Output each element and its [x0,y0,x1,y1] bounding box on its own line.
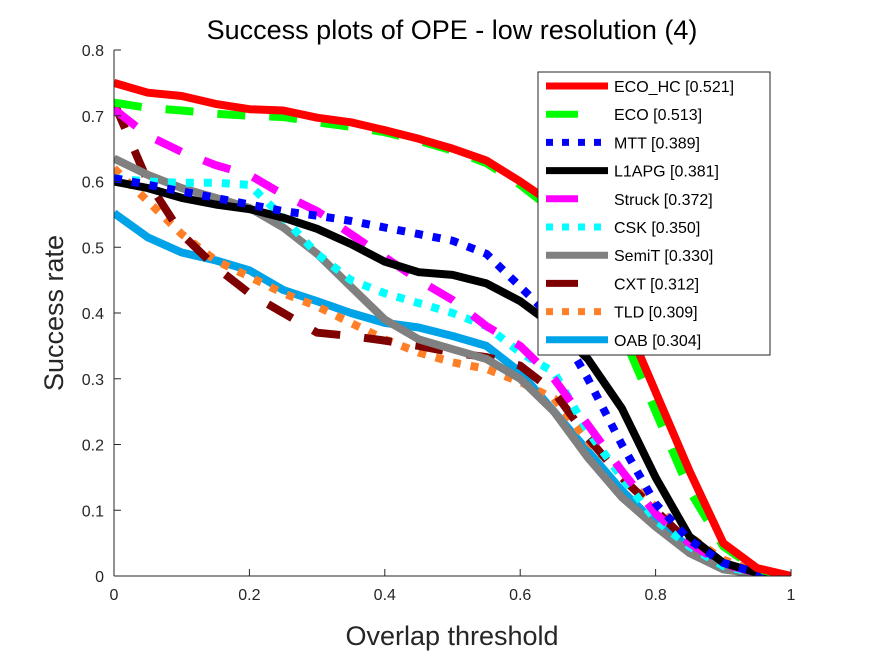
series-line-struck [114,106,791,576]
x-tick-label: 1 [787,587,796,604]
legend-label: MTT [0.389] [614,135,700,152]
legend-label: L1APG [0.381] [614,164,719,181]
series-line-mtt [114,174,791,576]
x-tick-label: 0.6 [509,587,531,604]
chart-title: Success plots of OPE - low resolution (4… [207,15,698,45]
legend-label: Struck [0.372] [614,192,713,209]
legend-item-semit: SemiT [0.330] [546,248,713,265]
x-ticks: 0 0.2 0.4 0.6 0.8 1 [110,569,796,604]
x-tick-label: 0.2 [238,587,260,604]
legend-label: ECO [0.513] [614,107,702,124]
legend-item-eco-hc: ECO_HC [0.521] [546,79,734,96]
y-tick-label: 0.3 [82,372,104,389]
legend-label: TLD [0.309] [614,305,698,322]
legend-item-oab: OAB [0.304] [546,333,701,350]
x-tick-label: 0 [110,587,119,604]
legend: ECO_HC [0.521] ECO [0.513] MTT [0.389] L1AP… [537,71,771,356]
y-axis-title: Success rate [39,235,69,391]
y-ticks: 0 0.1 0.2 0.3 0.4 0.5 0.6 0.7 0.8 [82,43,121,586]
legend-item-tld: TLD [0.309] [546,305,698,322]
legend-label: ECO_HC [0.521] [614,79,734,96]
series-line-eco-hc [114,79,791,576]
legend-item-csk: CSK [0.350] [546,220,700,237]
legend-label: CSK [0.350] [614,220,700,237]
y-tick-label: 0.2 [82,438,104,455]
x-tick-label: 0.8 [644,587,666,604]
y-tick-label: 0.1 [82,503,104,520]
y-tick-label: 0.5 [82,240,104,257]
x-axis-title: Overlap threshold [345,621,558,651]
series-line-csk [114,174,791,576]
series-line-eco [114,98,791,576]
legend-item-struck: Struck [0.372] [546,192,713,209]
legend-label: SemiT [0.330] [614,248,713,265]
series-layer [114,79,791,576]
y-tick-label: 0.4 [82,306,104,323]
series-line-tld [114,165,791,576]
legend-item-cxt: CXT [0.312] [546,276,699,293]
x-tick-label: 0.4 [374,587,396,604]
legend-box [537,71,771,356]
legend-label: OAB [0.304] [614,333,701,350]
legend-item-mtt: MTT [0.389] [546,135,700,152]
legend-item-l1apg: L1APG [0.381] [546,164,719,181]
legend-item-eco: ECO [0.513] [546,107,702,124]
series-line-l1apg [114,177,791,576]
legend-label: CXT [0.312] [614,276,699,293]
y-tick-label: 0.8 [82,43,104,60]
y-tick-label: 0 [95,569,104,586]
y-tick-label: 0.6 [82,175,104,192]
y-tick-label: 0.7 [82,109,104,126]
